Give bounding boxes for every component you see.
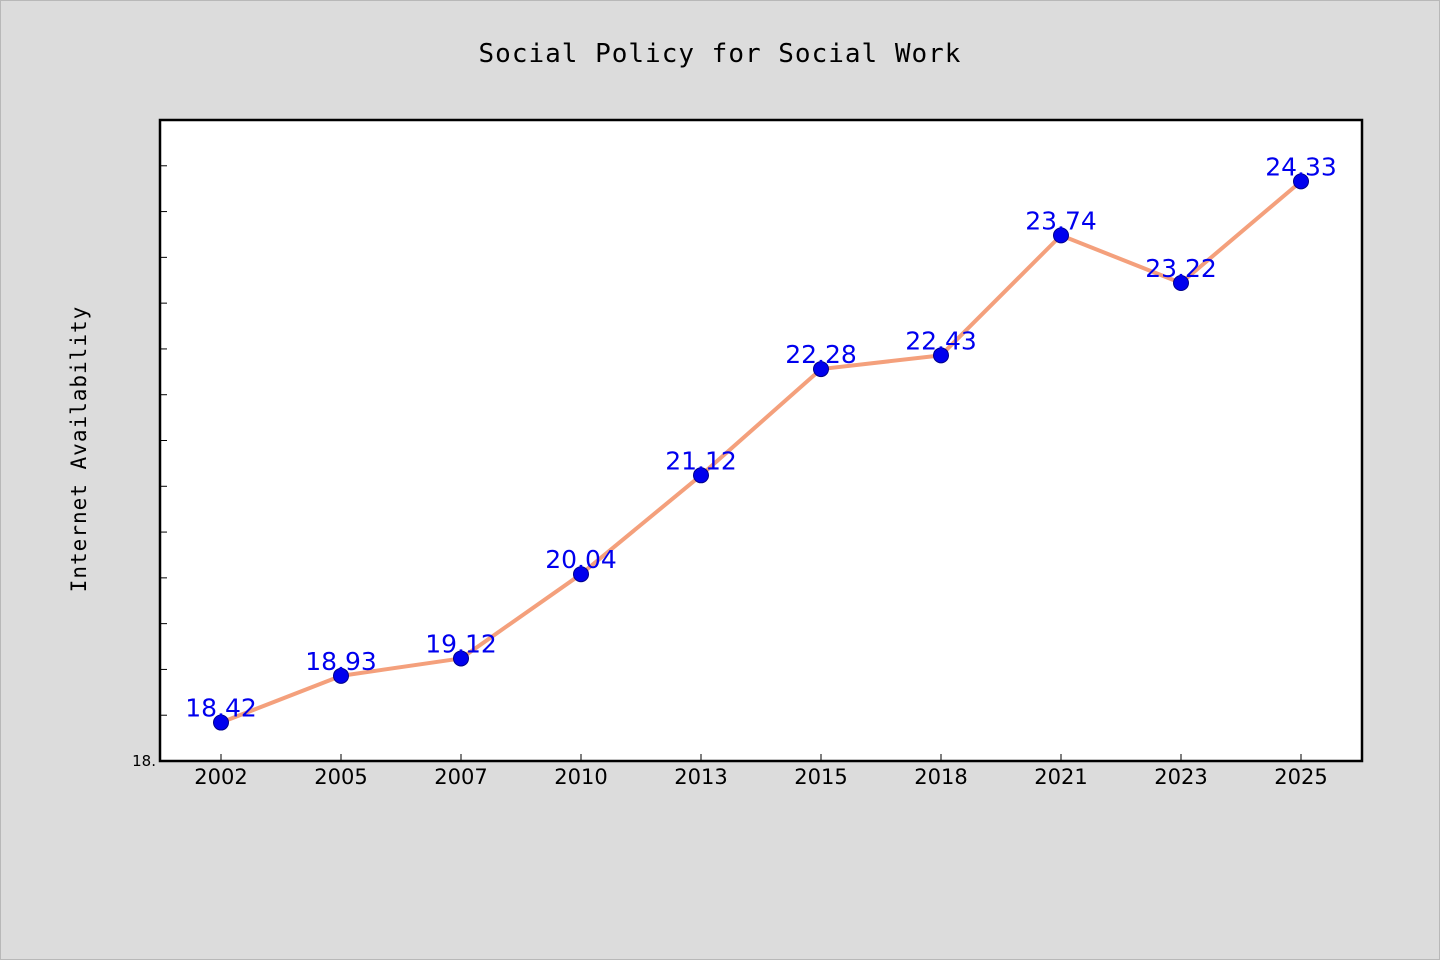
- data-point: [693, 467, 709, 484]
- y-axis-label: Internet Availability: [67, 306, 91, 593]
- data-point: [1293, 173, 1309, 190]
- x-tick-label: 2013: [674, 765, 727, 789]
- data-labels: 18.42 18.93 19.12 20.04 21.12 22.28 22.43 23.74…: [185, 152, 1337, 722]
- data-label: 18.42: [185, 694, 257, 723]
- x-tick-label: 2005: [314, 765, 367, 789]
- x-tick-label: 2015: [794, 765, 847, 789]
- data-point: [453, 650, 469, 667]
- data-point: [333, 667, 349, 684]
- data-point: [1173, 274, 1189, 291]
- x-tick-label: 2021: [1034, 765, 1087, 789]
- series-line: [219, 179, 1303, 725]
- data-label: 23.74: [1025, 206, 1097, 235]
- data-label: 19.12: [425, 629, 497, 658]
- data-point: [933, 347, 949, 364]
- y-tick-label: 18.: [132, 752, 156, 770]
- series-line-group: [219, 179, 1303, 725]
- chart-title: Social Policy for Social Work: [479, 39, 962, 69]
- x-tick-label: 2010: [554, 765, 607, 789]
- data-label: 21.12: [665, 446, 737, 475]
- plot-area: [158, 118, 1364, 763]
- data-point: [573, 566, 589, 583]
- x-tick-label: 2018: [914, 765, 967, 789]
- data-label: 22.43: [905, 326, 977, 355]
- data-point: [213, 714, 229, 731]
- x-axis-ticks: 2002 2005 2007 2010 2013 2015 2018 2021 2023 2025: [194, 754, 1328, 789]
- data-label: 23.22: [1145, 254, 1217, 283]
- data-point: [1053, 227, 1069, 244]
- data-label: 18.93: [305, 647, 377, 676]
- y-axis-ticks: 18.: [132, 119, 167, 770]
- data-label: 20.04: [545, 545, 617, 574]
- data-label: 24.33: [1265, 152, 1337, 181]
- x-tick-label: 2002: [194, 765, 247, 789]
- x-tick-label: 2007: [434, 765, 487, 789]
- data-point: [813, 361, 829, 378]
- data-label: 22.28: [785, 340, 857, 369]
- x-tick-label: 2023: [1154, 765, 1207, 789]
- series-markers: [213, 173, 1309, 731]
- x-tick-label: 2025: [1274, 765, 1327, 789]
